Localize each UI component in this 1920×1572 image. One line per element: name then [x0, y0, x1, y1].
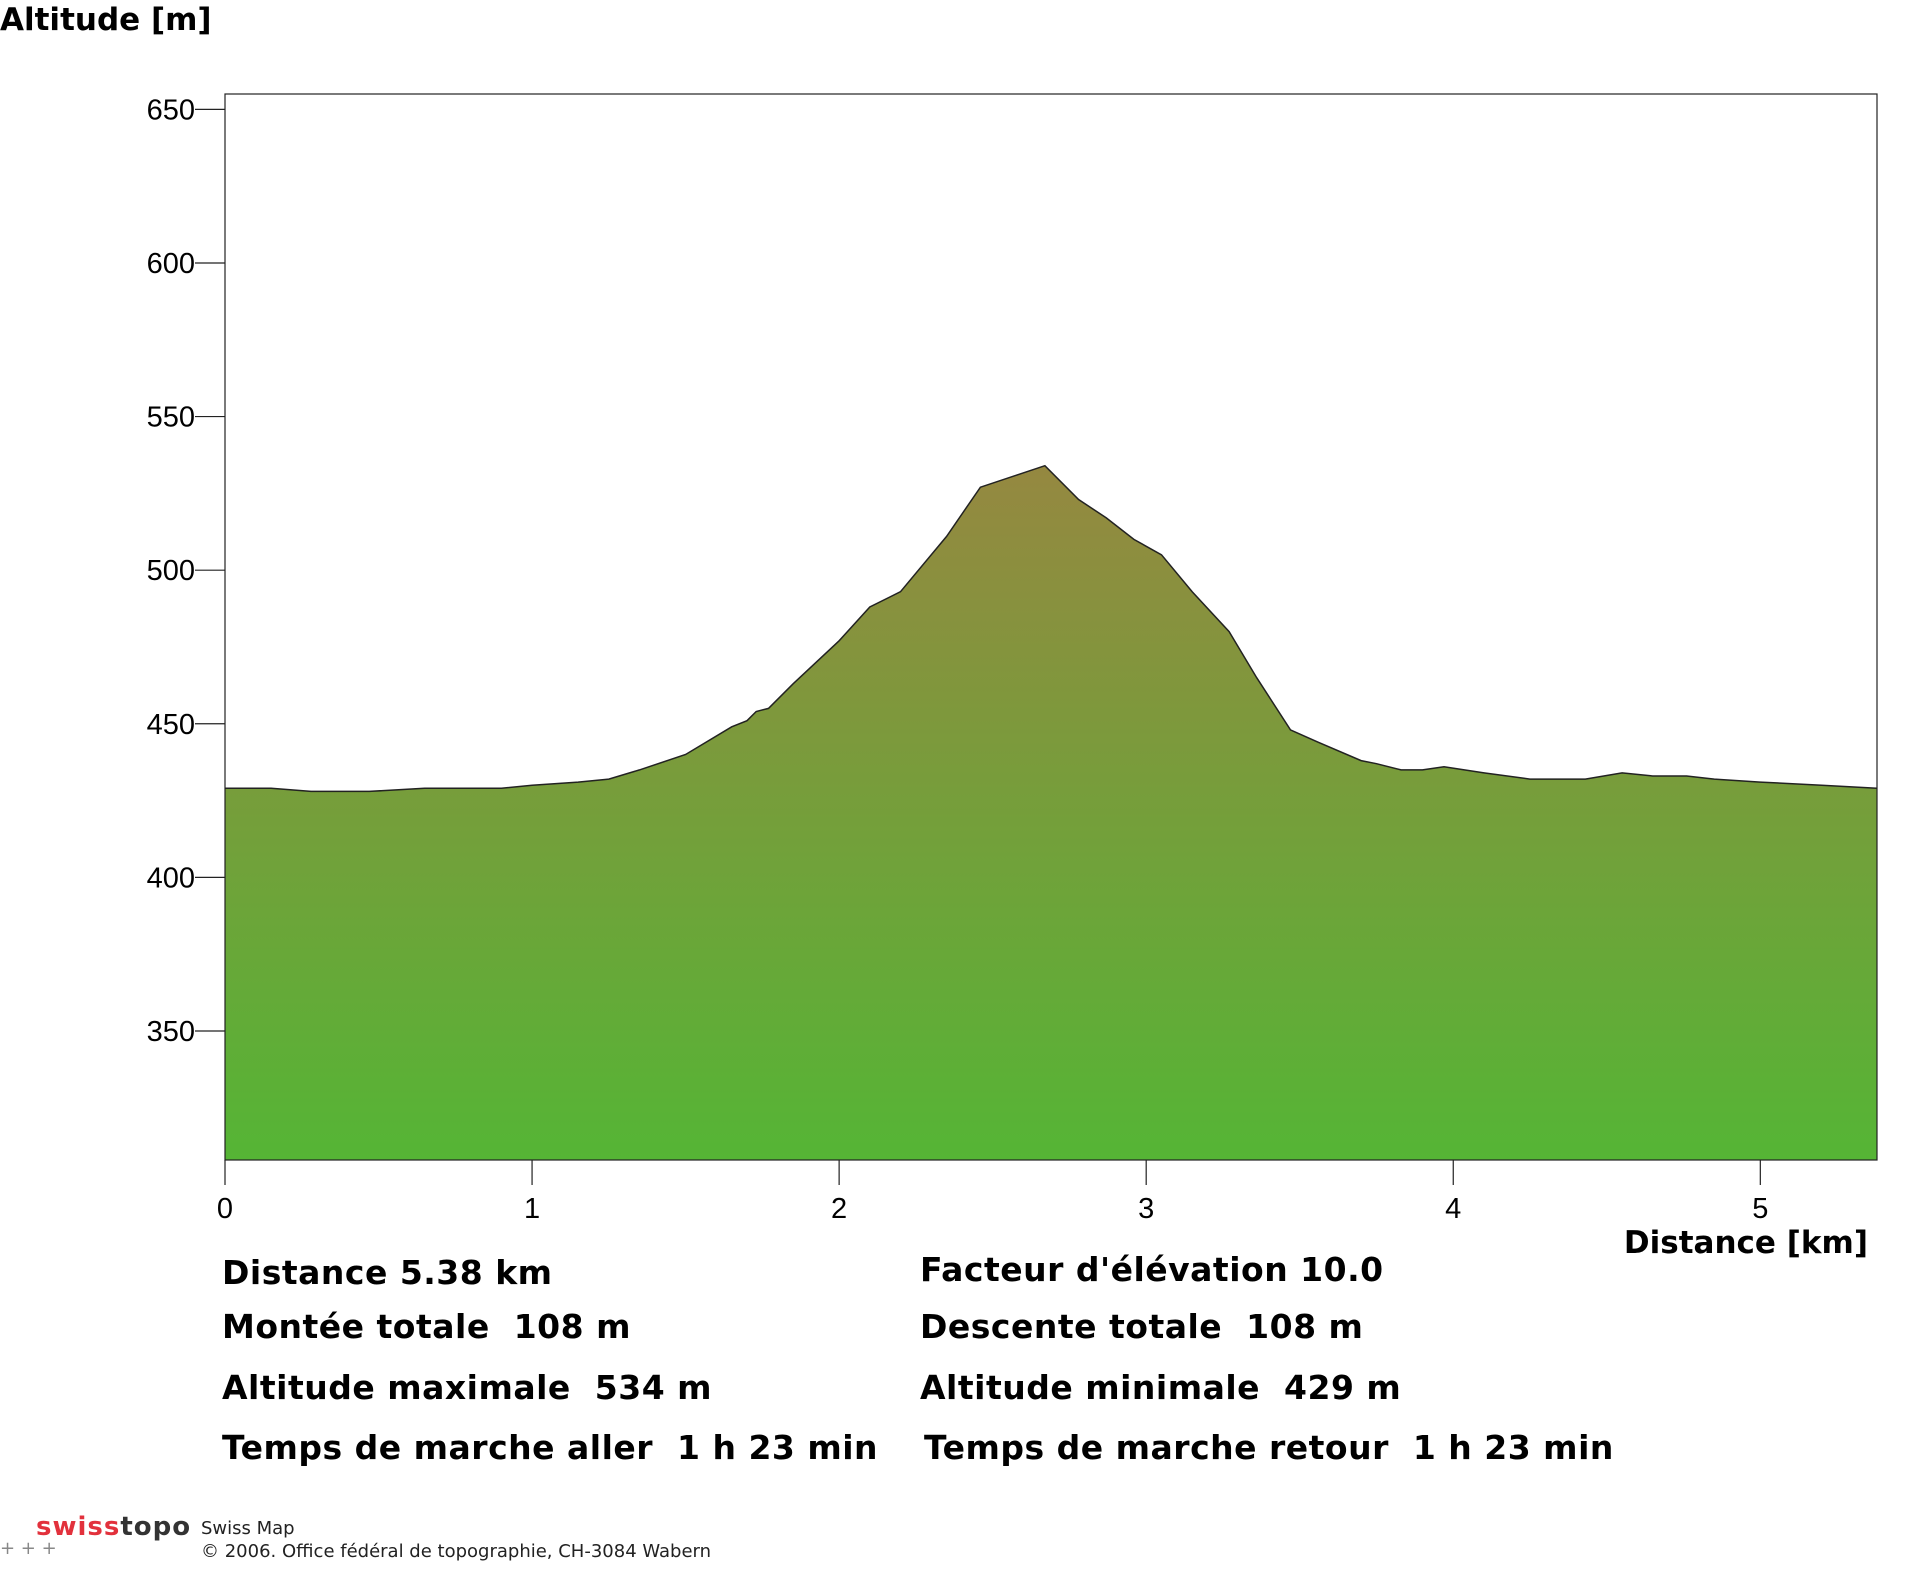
footer-product: Swiss Map [201, 1518, 295, 1539]
stat-max-altitude: Altitude maximale 534 m [222, 1368, 713, 1407]
stat-descent: Descente totale 108 m [920, 1307, 1364, 1346]
stat-time-return: Temps de marche retour 1 h 23 min [924, 1428, 1614, 1467]
stat-time-outbound: Temps de marche aller 1 h 23 min [222, 1428, 879, 1467]
stat-min-altitude: Altitude minimale 429 m [920, 1368, 1402, 1407]
y-tick-label-600: 600 [147, 248, 195, 280]
x-tick-label-2: 2 [831, 1193, 847, 1225]
stat-ascent: Montée totale 108 m [222, 1307, 631, 1346]
y-tick-label-500: 500 [147, 555, 195, 587]
plot-frame [224, 93, 1878, 1161]
elevation-area [225, 465, 1877, 1160]
y-tick-label-450: 450 [147, 709, 195, 741]
x-tick-label-1: 1 [524, 1193, 540, 1225]
y-axis-label: Altitude [m] [0, 2, 212, 38]
swisstopo-logo: swisstopo [36, 1512, 192, 1542]
x-tick-label-5: 5 [1752, 1193, 1768, 1225]
stat-distance: Distance 5.38 km [222, 1253, 553, 1292]
y-tick-label-550: 550 [147, 402, 195, 434]
x-tick-label-0: 0 [217, 1193, 233, 1225]
y-tick-label-650: 650 [147, 94, 195, 126]
stat-elevation-factor: Facteur d'élévation 10.0 [920, 1250, 1384, 1289]
y-tick-label-400: 400 [147, 862, 195, 894]
x-tick-label-4: 4 [1445, 1193, 1461, 1225]
elevation-line [225, 464, 1878, 793]
y-tick-label-350: 350 [147, 1016, 195, 1048]
footer-crosses: + + + [0, 1538, 57, 1559]
x-axis-label: Distance [km] [1624, 1225, 1868, 1261]
footer-copyright: © 2006. Office fédéral de topographie, C… [201, 1541, 712, 1562]
x-tick-label-3: 3 [1138, 1193, 1154, 1225]
